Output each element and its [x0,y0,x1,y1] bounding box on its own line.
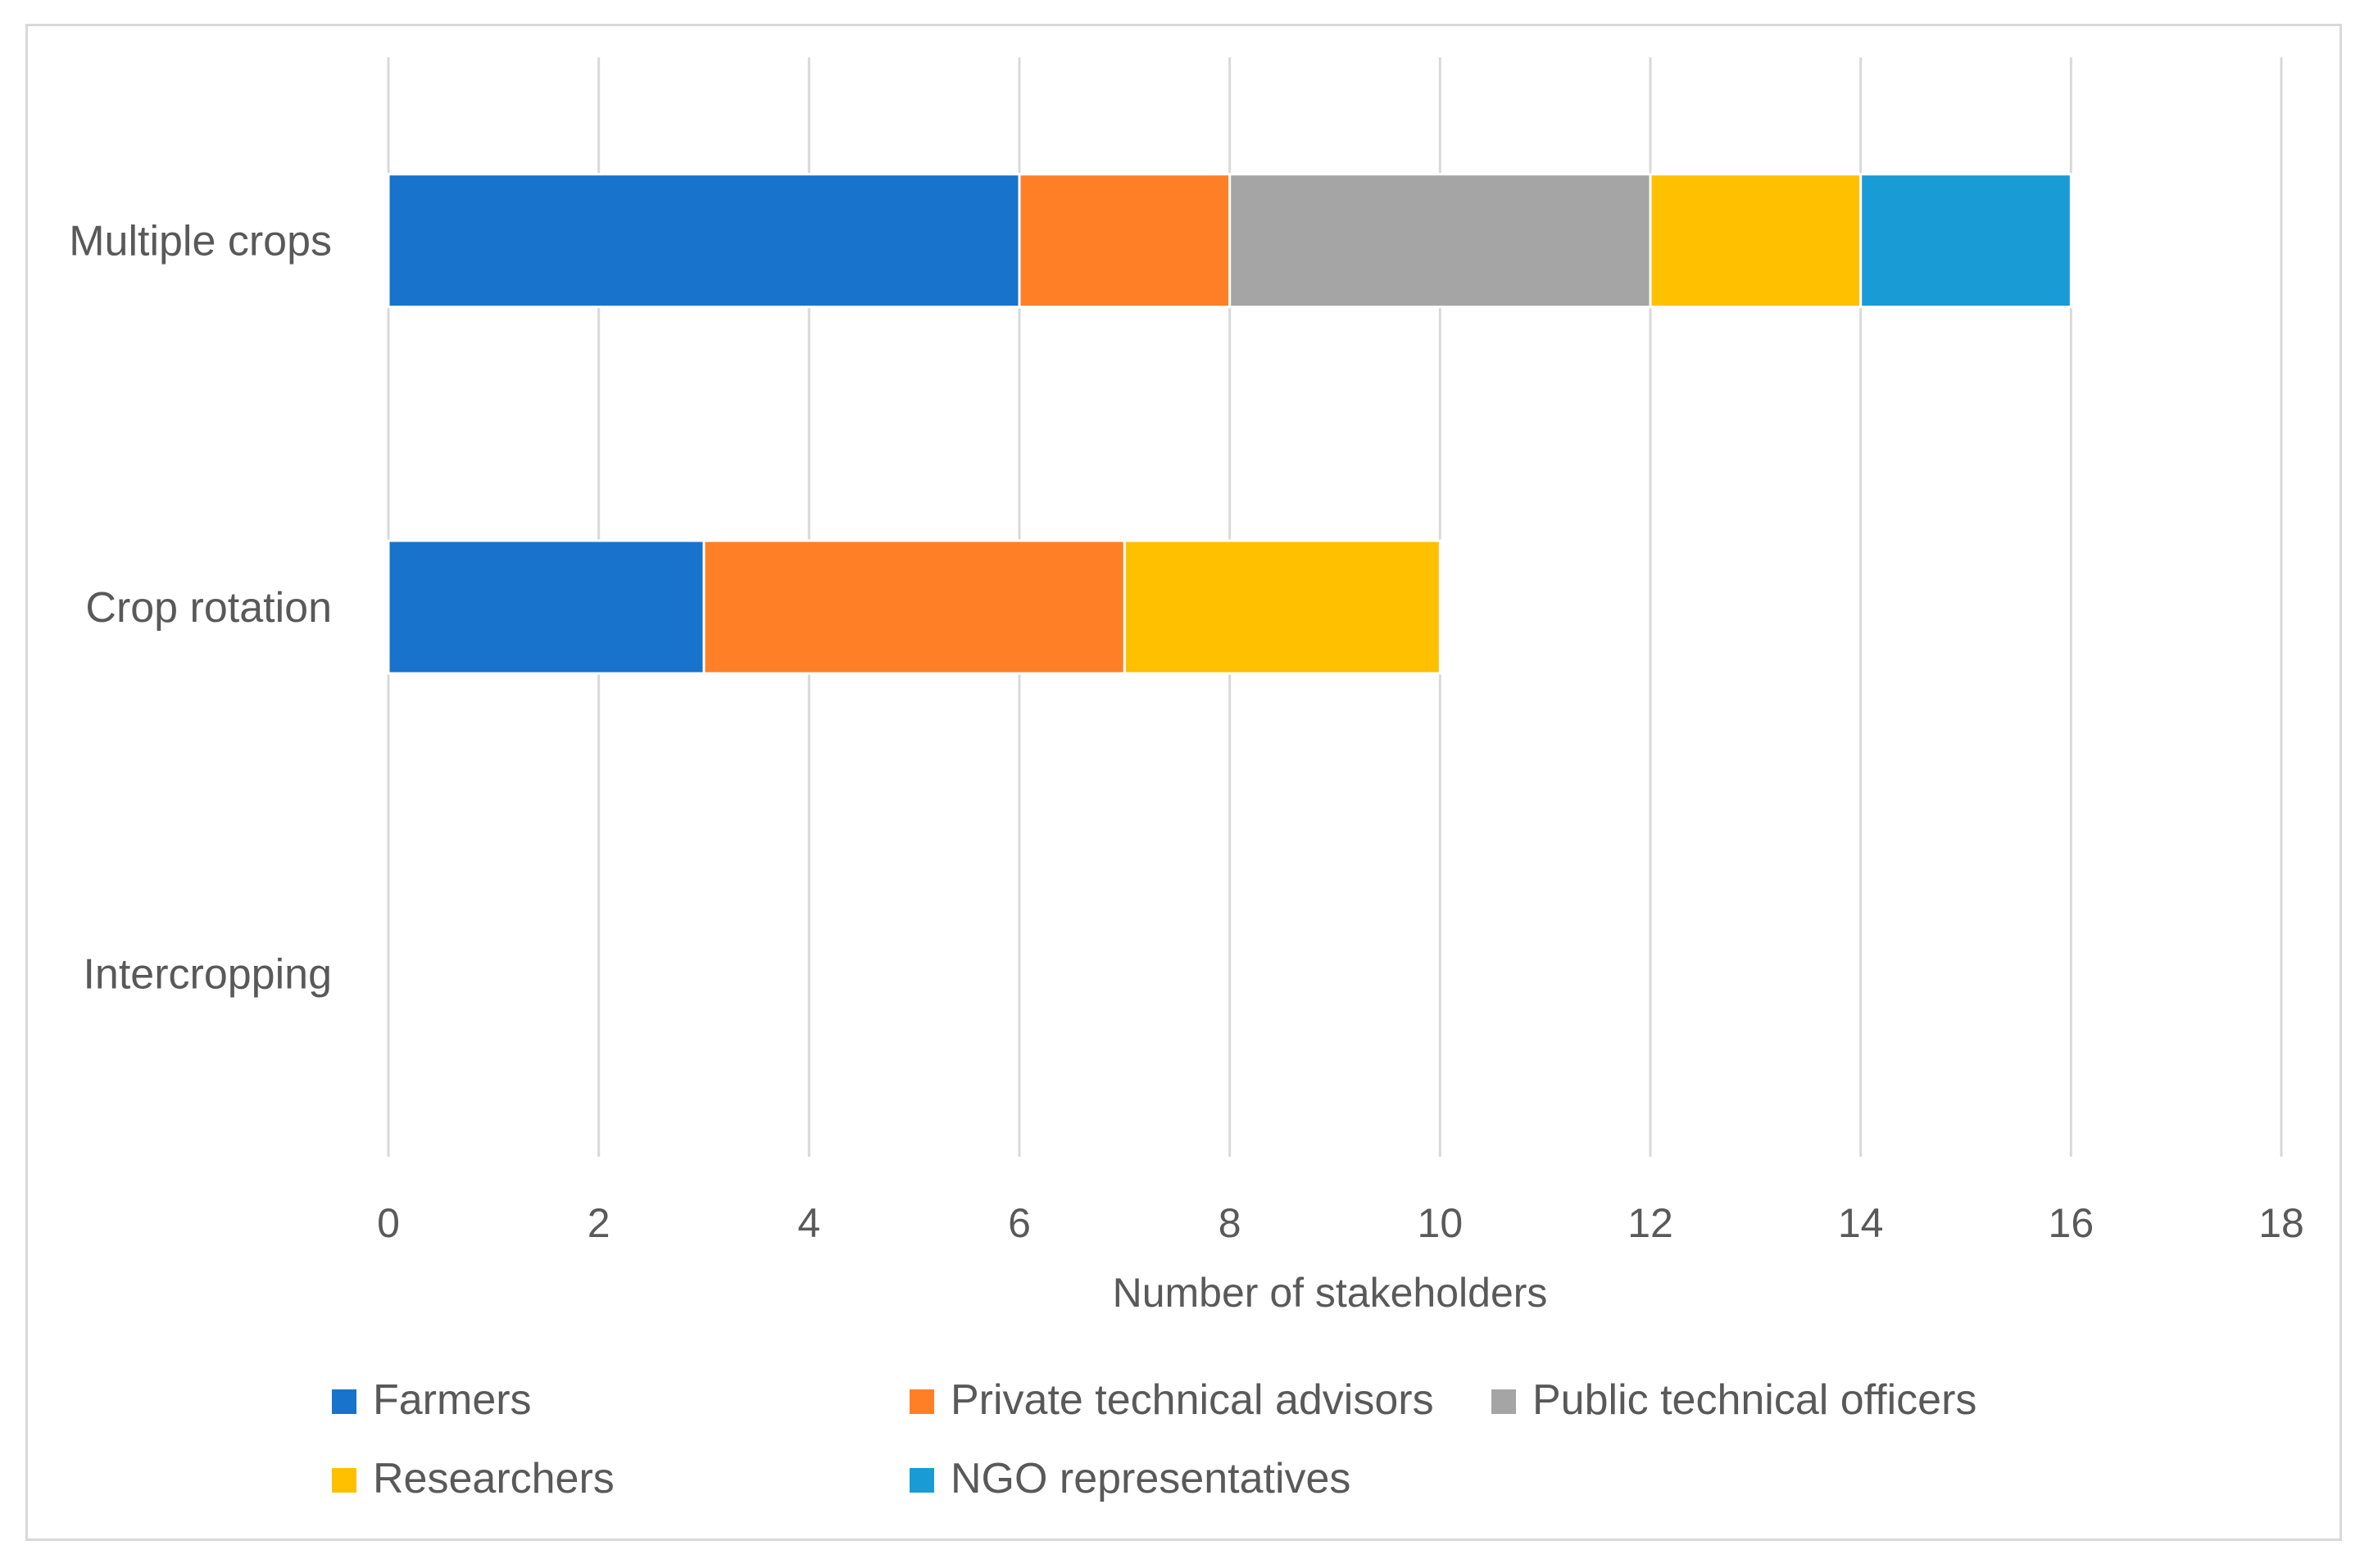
bar-segment [1228,173,1652,309]
x-tick-label: 14 [1838,1200,1884,1246]
legend-label: NGO representatives [951,1455,1350,1502]
legend-label: Private technical advisors [951,1376,1434,1424]
x-tick-label: 10 [1418,1200,1464,1246]
bars [387,173,2072,675]
x-tick-label: 18 [2258,1200,2304,1246]
x-tick-label: 6 [1008,1200,1031,1246]
category-label: Intercropping [83,950,332,998]
x-tick-label: 0 [377,1200,400,1246]
legend-label: Researchers [373,1455,615,1502]
category-labels: Multiple crops Crop rotation Intercropping [69,218,332,999]
bar-segment [1123,539,1441,675]
x-tick-label: 16 [2049,1200,2094,1246]
x-tick-label: 4 [797,1200,820,1246]
category-label: Crop rotation [85,584,332,632]
legend-label: Farmers [373,1376,532,1424]
legend-swatch [910,1389,934,1414]
x-tick-label: 8 [1219,1200,1241,1246]
legend-swatch [332,1468,356,1493]
x-tick-label: 12 [1627,1200,1673,1246]
bar-segment [387,173,1021,309]
category-label: Multiple crops [69,218,332,265]
bar-segment [387,539,706,675]
legend-label: Public technical officers [1532,1376,1976,1424]
legend-swatch [910,1468,934,1493]
x-tick-label: 2 [588,1200,610,1246]
bar-segment [702,539,1126,675]
x-tick-labels: 0 2 4 6 8 10 12 14 16 18 [377,1200,2304,1246]
legend: Farmers Private technical advisors Public … [332,1376,1976,1502]
legend-swatch [1491,1389,1516,1414]
bar-segment [1018,173,1232,309]
x-axis-title: Number of stakeholders [1113,1270,1548,1316]
legend-swatch [332,1389,356,1414]
bar-segment [1649,173,1863,309]
bar-segment [1859,173,2072,309]
